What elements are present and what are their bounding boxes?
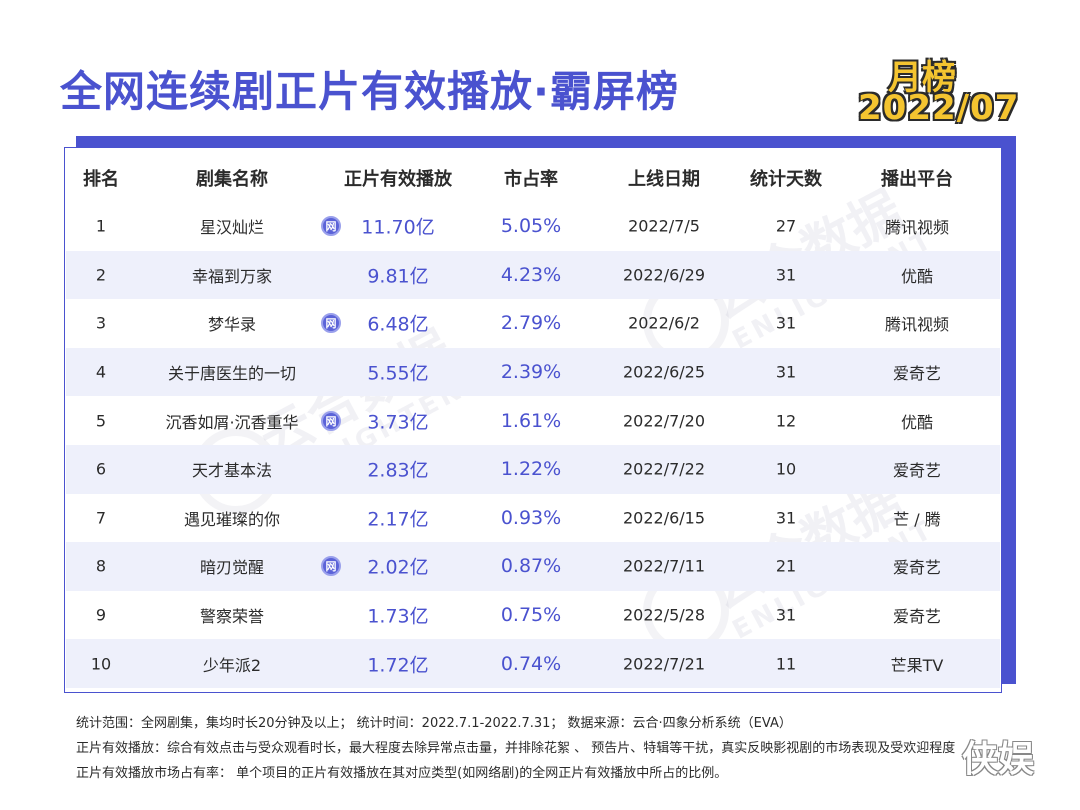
badge-date: 2022/07 [858, 88, 1020, 128]
platform-cell: 芒果TV [890, 655, 944, 675]
rank-cell: 4 [95, 362, 107, 382]
corner-watermark: 侠娱 [962, 739, 1035, 780]
drama-name-cell: 幸福到万家 [191, 266, 273, 286]
header-name: 剧集名称 [196, 169, 268, 190]
days-cell: 31 [775, 508, 797, 528]
days-cell: 11 [775, 654, 797, 674]
rank-cell: 9 [95, 605, 107, 625]
platform-cell: 优酷 [900, 412, 934, 432]
rank-cell: 6 [95, 459, 107, 479]
plays-cell: 11.70亿 [361, 216, 435, 239]
page-title: 全网连续剧正片有效播放·霸屏榜 [60, 67, 679, 116]
plays-cell: 2.17亿 [367, 508, 429, 531]
header-rank: 排名 [83, 169, 119, 190]
drama-name-cell: 沉香如屑·沉香重华 [165, 412, 299, 432]
share-cell: 2.39% [500, 361, 562, 384]
table-row: 6 天才基本法 2.83亿 1.22% 2022/7/22 10 爱奇艺 [66, 445, 1000, 494]
plays-cell: 3.73亿 [367, 411, 429, 434]
footer-line-1: 统计范围：全网剧集，集均时长20分钟及以上； 统计时间：2022.7.1-202… [76, 716, 792, 731]
network-drama-icon: 网 [321, 556, 341, 577]
share-cell: 0.93% [500, 506, 562, 529]
rank-cell: 10 [90, 654, 112, 674]
drama-name-cell: 梦华录 [207, 315, 257, 335]
days-cell: 31 [775, 265, 797, 285]
date-cell: 2022/7/22 [622, 459, 706, 479]
plays-cell: 2.02亿 [367, 556, 429, 579]
drama-name-cell: 暗刃觉醒 [199, 558, 265, 578]
network-drama-icon: 网 [321, 216, 341, 237]
platform-cell: 优酷 [900, 266, 934, 286]
plays-cell: 9.81亿 [367, 265, 429, 288]
footer-line-2: 正片有效播放：综合有效点击与受众观看时长，最大程度去除异常点击量，并排除花絮 、… [76, 741, 956, 756]
platform-cell: 爱奇艺 [892, 461, 942, 481]
platform-cell: 爱奇艺 [892, 364, 942, 384]
header-share: 市占率 [504, 169, 558, 190]
table-row: 2 幸福到万家 9.81亿 4.23% 2022/6/29 31 优酷 [66, 250, 1000, 300]
platform-cell: 爱奇艺 [892, 558, 942, 578]
share-cell: 0.74% [500, 652, 562, 675]
rank-cell: 1 [95, 216, 107, 236]
days-cell: 10 [775, 459, 797, 479]
date-cell: 2022/6/15 [622, 508, 706, 528]
date-cell: 2022/7/11 [622, 556, 706, 576]
share-cell: 0.87% [500, 555, 562, 578]
plays-cell: 2.83亿 [367, 459, 429, 482]
rank-cell: 5 [95, 411, 107, 431]
drama-name-cell: 警察荣誉 [199, 607, 265, 627]
header-days: 统计天数 [750, 169, 822, 190]
plays-cell: 5.55亿 [367, 362, 429, 385]
platform-cell: 腾讯视频 [884, 218, 950, 238]
date-cell: 2022/7/21 [622, 654, 706, 674]
platform-cell: 腾讯视频 [884, 315, 950, 335]
date-cell: 2022/6/2 [628, 313, 700, 333]
table-row: 9 警察荣誉 1.73亿 0.75% 2022/5/28 31 爱奇艺 [66, 591, 1000, 640]
drama-name-cell: 遇见璀璨的你 [183, 509, 281, 529]
rank-cell: 7 [95, 508, 107, 528]
days-cell: 27 [775, 216, 797, 236]
header-date: 上线日期 [628, 169, 700, 190]
platform-cell: 爱奇艺 [892, 607, 942, 627]
share-cell: 4.23% [500, 263, 562, 286]
table-row: 10 少年派2 1.72亿 0.74% 2022/7/21 11 芒果TV [66, 639, 1000, 688]
rank-cell: 3 [95, 313, 107, 333]
drama-name-cell: 星汉灿烂 [199, 218, 265, 238]
rank-cell: 8 [95, 556, 107, 576]
date-cell: 2022/6/25 [622, 362, 706, 382]
drama-name-cell: 天才基本法 [191, 461, 273, 481]
drama-name-cell: 少年派2 [202, 655, 262, 675]
plays-cell: 6.48亿 [367, 313, 429, 336]
header-plays: 正片有效播放 [344, 169, 452, 190]
days-cell: 12 [775, 411, 797, 431]
badge-month: 月榜 [888, 58, 956, 98]
table-row: 3 梦华录 6.48亿 2.79% 2022/6/2 31 腾讯视频 网 [66, 299, 1000, 348]
table-row: 1 星汉灿烂 11.70亿 5.05% 2022/7/5 27 腾讯视频 网 [66, 202, 1000, 251]
network-drama-icon: 网 [321, 313, 341, 334]
plays-cell: 1.72亿 [367, 654, 429, 677]
footer-line-3: 正片有效播放市场占有率： 单个项目的正片有效播放在其对应类型(如网络剧)的全网正… [76, 766, 728, 781]
network-drama-icon: 网 [321, 410, 341, 431]
table-row: 7 遇见璀璨的你 2.17亿 0.93% 2022/6/15 31 芒 / 腾 [66, 494, 1000, 543]
table-row: 4 关于唐医生的一切 5.55亿 2.39% 2022/6/25 31 爱奇艺 [66, 347, 1000, 397]
days-cell: 31 [775, 605, 797, 625]
plays-cell: 1.73亿 [367, 605, 429, 628]
days-cell: 31 [775, 313, 797, 333]
rank-cell: 2 [95, 265, 107, 285]
header-platform: 播出平台 [881, 169, 953, 190]
table-row: 5 沉香如屑·沉香重华 3.73亿 1.61% 2022/7/20 12 优酷 网 [66, 396, 1000, 445]
days-cell: 21 [775, 556, 797, 576]
days-cell: 31 [775, 362, 797, 382]
share-cell: 1.22% [500, 458, 562, 481]
date-cell: 2022/7/20 [622, 411, 706, 431]
share-cell: 5.05% [500, 215, 562, 238]
share-cell: 2.79% [500, 312, 562, 335]
date-cell: 2022/7/5 [628, 216, 700, 236]
date-cell: 2022/6/29 [622, 265, 706, 285]
share-cell: 1.61% [500, 409, 562, 432]
platform-cell: 芒 / 腾 [893, 509, 941, 529]
table-row: 8 暗刃觉醒 2.02亿 0.87% 2022/7/11 21 爱奇艺 网 [66, 542, 1000, 591]
share-cell: 0.75% [500, 604, 562, 627]
date-cell: 2022/5/28 [622, 605, 706, 625]
drama-name-cell: 关于唐医生的一切 [167, 364, 297, 384]
